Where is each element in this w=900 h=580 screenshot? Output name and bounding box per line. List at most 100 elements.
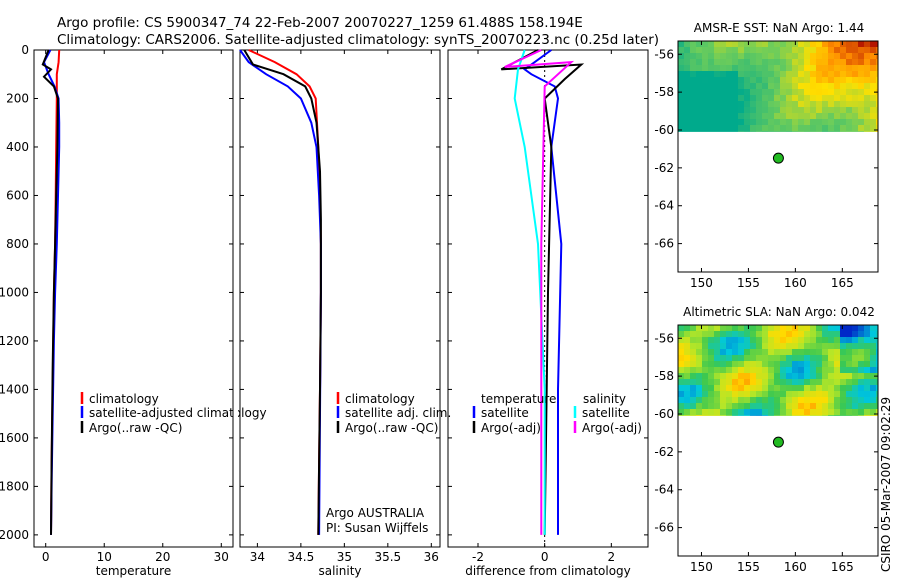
sst-field-cell <box>840 119 846 125</box>
sla-field-cell <box>804 403 810 409</box>
sst-field-cell <box>726 113 732 119</box>
sla-field-cell <box>786 415 792 416</box>
sla-field-cell <box>828 343 834 349</box>
sla-field-cell <box>780 325 786 331</box>
sst-field-cell <box>834 47 840 53</box>
sst-field-cell <box>750 125 756 131</box>
sst-field-cell <box>816 71 822 77</box>
difference-series-salinity-satellite <box>513 49 546 535</box>
sla-field-cell <box>798 349 804 355</box>
sla-field-cell <box>702 415 708 416</box>
sst-field-cell <box>792 83 798 89</box>
sla-field-cell <box>852 409 858 415</box>
sst-field-cell <box>720 53 726 59</box>
sla-field-cell <box>876 391 878 397</box>
sst-field-cell <box>756 53 762 59</box>
sst-field-cell <box>756 65 762 71</box>
sla-ytick-label: -66 <box>654 521 674 535</box>
sst-field-cell <box>822 119 828 125</box>
depth-tick-label: 1200 <box>0 334 29 348</box>
sst-field-cell <box>816 41 822 47</box>
sla-field-cell <box>864 349 870 355</box>
sla-field-cell <box>816 373 822 379</box>
sla-field-cell <box>816 337 822 343</box>
sla-field-cell <box>684 355 690 361</box>
sla-field-cell <box>744 355 750 361</box>
sst-field-cell <box>774 95 780 101</box>
sla-field-cell <box>846 325 852 331</box>
sst-field-cell <box>840 53 846 59</box>
temperature-legend: climatology satellite-adjusted climatolo… <box>80 392 267 435</box>
sla-field-cell <box>846 343 852 349</box>
sst-field-cell <box>708 95 714 101</box>
sla-field-cell <box>732 379 738 385</box>
sst-field-cell <box>864 107 870 113</box>
sst-field-cell <box>816 65 822 71</box>
sla-field-cell <box>864 373 870 379</box>
sla-field-cell <box>810 373 816 379</box>
temperature-xtick-label: 0 <box>42 550 50 564</box>
sla-field-cell <box>810 337 816 343</box>
depth-tick-label: 1000 <box>0 285 29 299</box>
sla-ytick-label: -64 <box>654 483 674 497</box>
sla-field-cell <box>870 361 876 367</box>
temperature-xlabel: temperature <box>96 564 171 578</box>
sla-field-cell <box>846 409 852 415</box>
sst-field-cell <box>738 89 744 95</box>
sst-field-cell <box>738 71 744 77</box>
sla-field-cell <box>690 325 696 331</box>
sst-field-cell <box>774 113 780 119</box>
sla-field-cell <box>732 343 738 349</box>
sla-field-cell <box>714 397 720 403</box>
sla-field-cell <box>780 337 786 343</box>
sst-field-cell <box>810 113 816 119</box>
sla-field-cell <box>702 343 708 349</box>
sst-field-cell <box>678 107 684 113</box>
sst-field-cell <box>810 53 816 59</box>
sla-field-cell <box>762 391 768 397</box>
sst-field-cell <box>876 59 878 65</box>
float-institution-note: Argo AUSTRALIA <box>326 506 425 520</box>
sla-field-cell <box>786 349 792 355</box>
sst-field-cell <box>702 77 708 83</box>
sla-field-cell <box>678 391 684 397</box>
salinity-plot-frame <box>239 49 441 548</box>
sla-field-cell <box>780 391 786 397</box>
sst-field-cell <box>762 71 768 77</box>
sst-field-cell <box>828 101 834 107</box>
sst-field-cell <box>744 107 750 113</box>
sla-field-cell <box>714 337 720 343</box>
sst-field-cell <box>828 41 834 47</box>
sst-field-cell <box>702 83 708 89</box>
sla-field-cell <box>684 349 690 355</box>
sla-field-cell <box>684 331 690 337</box>
sst-field-cell <box>696 107 702 113</box>
sla-field-cell <box>786 397 792 403</box>
sst-field-cell <box>750 65 756 71</box>
sst-field-cell <box>822 77 828 83</box>
sla-field-cell <box>810 415 816 416</box>
sla-field-cell <box>732 391 738 397</box>
difference-xtick-label: 0 <box>541 550 549 564</box>
sla-field-cell <box>846 367 852 373</box>
sst-field-cell <box>816 119 822 125</box>
sst-field-cell <box>732 53 738 59</box>
sst-field-cell <box>774 41 780 47</box>
sst-field-cell <box>720 65 726 71</box>
sst-field-cell <box>864 71 870 77</box>
sst-field-cell <box>750 83 756 89</box>
temperature-plot-frame <box>33 49 234 548</box>
sst-field-cell <box>744 41 750 47</box>
sst-field-cell <box>864 113 870 119</box>
sst-field-cell <box>846 101 852 107</box>
sla-field-cell <box>804 373 810 379</box>
sla-field-cell <box>870 391 876 397</box>
sla-field-cell <box>804 391 810 397</box>
sla-field-cell <box>834 355 840 361</box>
sst-field-cell <box>816 83 822 89</box>
sla-field-cell <box>702 385 708 391</box>
sla-field-cell <box>798 415 804 416</box>
sst-field-cell <box>846 113 852 119</box>
sla-field-cell <box>822 331 828 337</box>
difference-xlabel: difference from climatology <box>465 564 631 578</box>
